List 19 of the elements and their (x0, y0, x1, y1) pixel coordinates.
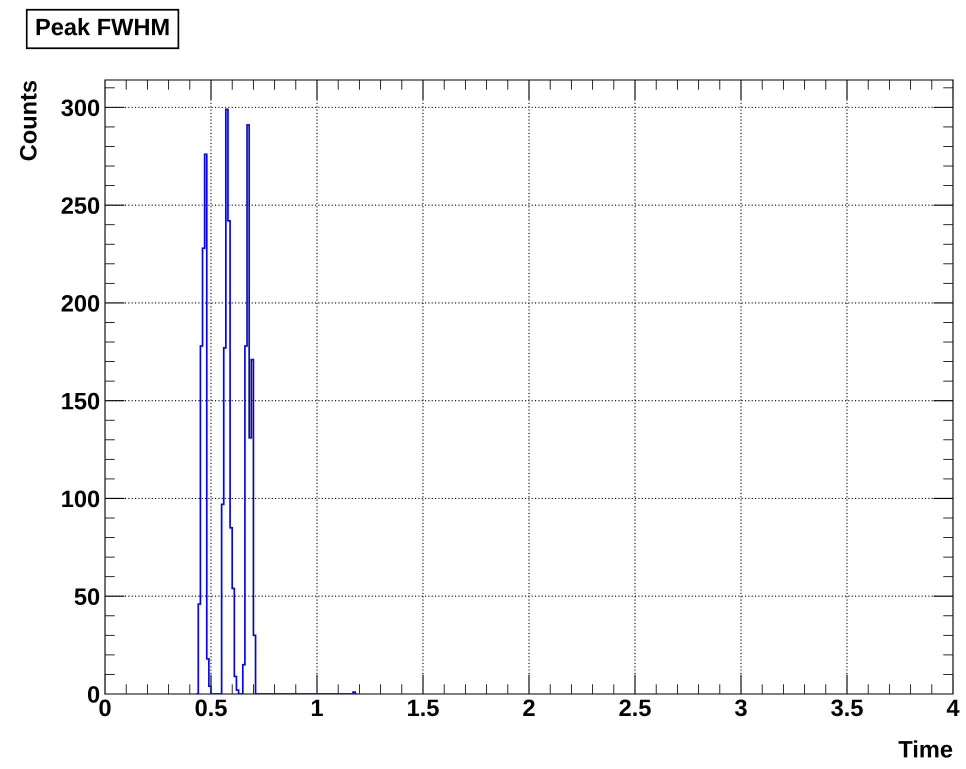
x-tick-label: 4 (946, 700, 960, 716)
y-tick-label: 250 (62, 197, 100, 214)
y-tick-label: 100 (62, 490, 100, 508)
x-tick-label: 0 (99, 699, 111, 716)
y-tick-label: 200 (62, 294, 100, 312)
y-tick-label: 150 (62, 392, 100, 410)
x-tick-label: 0.5 (196, 699, 227, 716)
x-tick-label: 2.5 (619, 699, 651, 716)
x-tick-label: 1 (312, 700, 323, 716)
y-tick-label: 0 (88, 686, 100, 703)
y-axis-title: Counts (20, 80, 37, 160)
y-tick-label: 300 (61, 99, 100, 116)
x-axis-title: Time (898, 740, 952, 758)
x-tick-label: 2 (523, 699, 535, 716)
chart-title: Peak FWHM (36, 18, 169, 36)
x-tick-label: 3 (734, 699, 747, 716)
x-tick-label: 1.5 (408, 700, 439, 716)
y-tick-label: 50 (74, 588, 100, 606)
x-tick-label: 3.5 (831, 699, 863, 716)
